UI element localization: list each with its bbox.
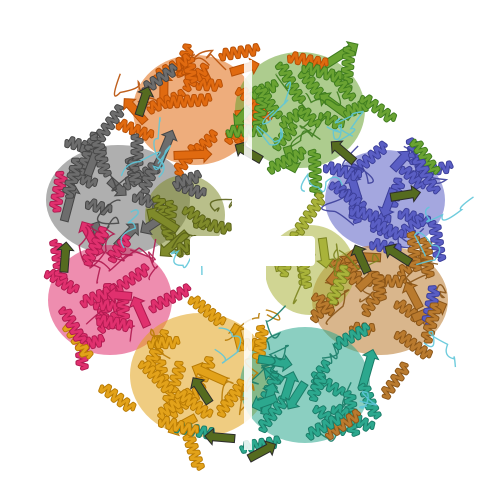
channel-seam: [244, 60, 252, 450]
rim-helix-highlight: [383, 364, 407, 398]
channel-horizontal: [190, 236, 315, 266]
